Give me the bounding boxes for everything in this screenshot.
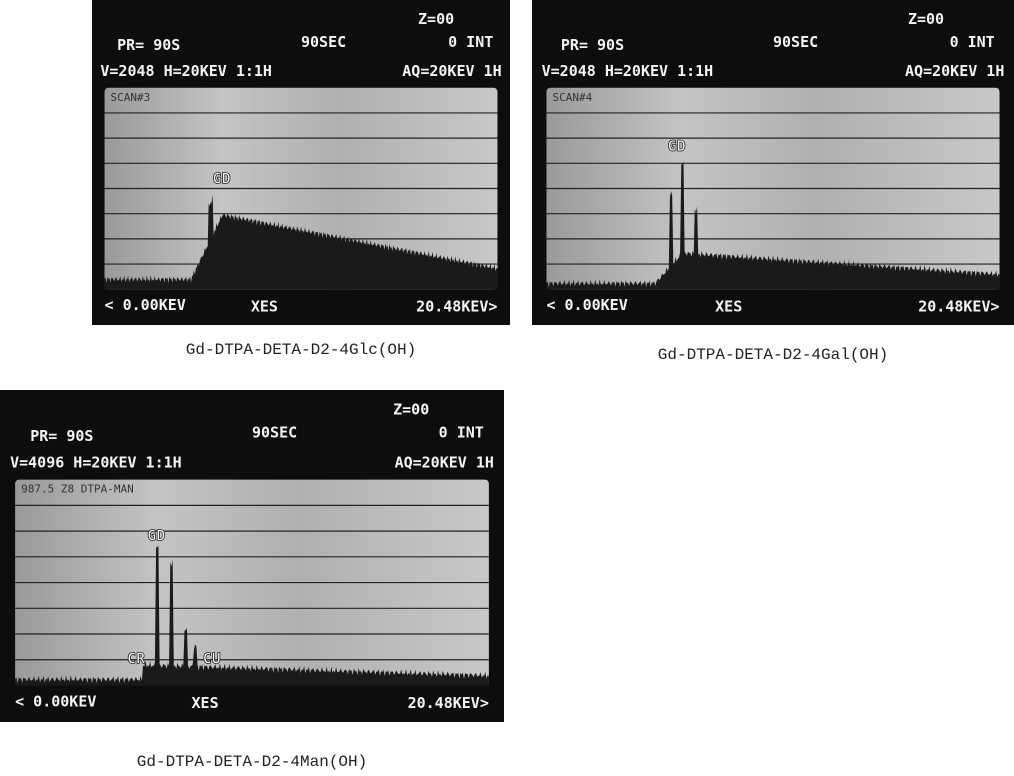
status-integral: 0 INT: [448, 33, 493, 51]
status-integral: 0 INT: [950, 33, 995, 51]
status-scale: V=4096 H=20KEV 1:1H: [10, 454, 182, 472]
spectrum-panel: Z=00 PR= 90S 90SEC 0 INT V=4096 H=20KEV 1:1H…: [0, 390, 504, 722]
peak-label: CU: [203, 649, 221, 667]
status-time: 90SEC: [252, 424, 297, 442]
peak-label: GD: [668, 137, 686, 155]
status-preset: PR= 90S: [117, 36, 180, 54]
spectrum-label: 987.5 Z8 DTPA-MAN: [21, 483, 134, 496]
peak-label: GD: [213, 169, 231, 187]
status-preset: PR= 90S: [30, 427, 93, 445]
range-start: < 0.00KEV: [15, 693, 96, 711]
range-end: 20.48KEV>: [408, 694, 489, 712]
status-preset: PR= 90S: [561, 36, 624, 54]
spectrum: [104, 194, 498, 290]
spectrum-label: SCAN#4: [552, 91, 592, 104]
caption: Gd-DTPA-DETA-D2-4Man(OH): [137, 753, 367, 771]
status-z: Z=00: [393, 400, 429, 418]
range-start: < 0.00KEV: [546, 296, 627, 314]
status-scale: V=2048 H=20KEV 1:1H: [542, 62, 714, 80]
spectrum-label: SCAN#3: [111, 91, 151, 104]
status-time: 90SEC: [773, 33, 818, 51]
peak-label: CR: [127, 649, 146, 667]
caption: Gd-DTPA-DETA-D2-4Gal(OH): [658, 346, 888, 364]
range-start: < 0.00KEV: [105, 296, 186, 314]
status-scale: V=2048 H=20KEV 1:1H: [100, 62, 272, 80]
range-end: 20.48KEV>: [918, 298, 999, 316]
mode: XES: [192, 694, 219, 712]
spectrum-panel: Z=00 PR= 90S 90SEC 0 INT V=2048 H=20KEV 1:1H…: [92, 0, 510, 325]
status-time: 90SEC: [301, 33, 346, 51]
mode: XES: [715, 298, 742, 316]
status-z: Z=00: [418, 10, 454, 28]
status-acquisition: AQ=20KEV 1H: [402, 62, 501, 80]
status-acquisition: AQ=20KEV 1H: [905, 62, 1004, 80]
peak-label: GD: [147, 527, 165, 545]
spectrum: [546, 161, 1000, 290]
caption: Gd-DTPA-DETA-D2-4Glc(OH): [186, 341, 416, 359]
spectrum-panel: Z=00 PR= 90S 90SEC 0 INT V=2048 H=20KEV 1:1H…: [532, 0, 1014, 325]
status-z: Z=00: [908, 10, 944, 28]
status-integral: 0 INT: [439, 424, 484, 442]
status-acquisition: AQ=20KEV 1H: [395, 454, 494, 472]
range-end: 20.48KEV>: [416, 298, 497, 316]
mode: XES: [251, 298, 278, 316]
